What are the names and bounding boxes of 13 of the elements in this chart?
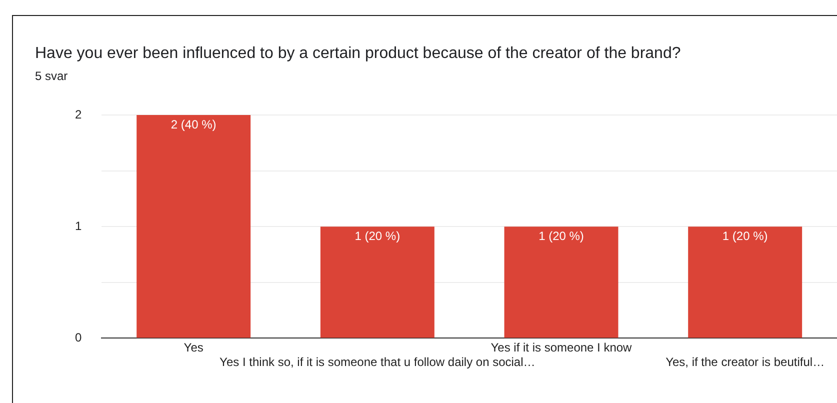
y-tick-label: 2 [74,107,82,122]
data-label: 1 (20 %) [722,228,768,243]
x-tick-label: Yes if it is someone I know [490,340,632,355]
data-label: 1 (20 %) [354,228,400,243]
data-label: 2 (40 %) [170,117,216,132]
x-tick-label: Yes, if the creator is beutiful… [666,355,825,370]
chart-subtitle: 5 svar [35,69,68,83]
data-label: 1 (20 %) [538,228,584,243]
x-tick-label: Yes [184,340,204,355]
y-tick-label: 0 [74,330,82,345]
y-tick-label: 1 [74,218,82,233]
chart-title: Have you ever been influenced to by a certain product because of the creator of the brand? [35,45,681,63]
x-tick-label: Yes I think so, if it is someone that u follow daily on social… [220,355,536,370]
